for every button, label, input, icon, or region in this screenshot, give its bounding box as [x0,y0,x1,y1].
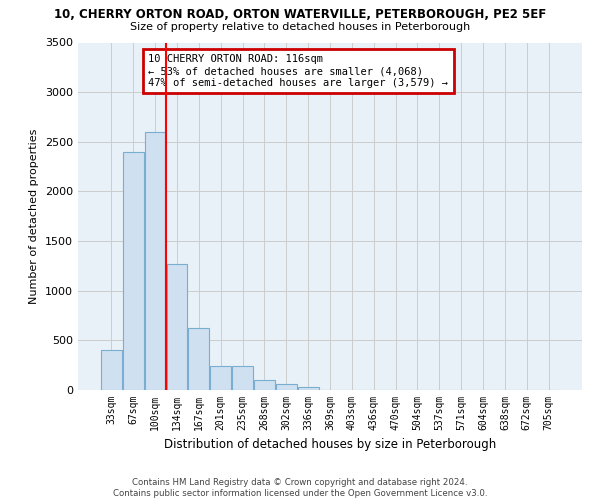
Bar [210,366,231,390]
Text: 10 CHERRY ORTON ROAD: 116sqm
← 53% of detached houses are smaller (4,068)
47% of: 10 CHERRY ORTON ROAD: 116sqm ← 53% of de… [148,54,448,88]
Text: Size of property relative to detached houses in Peterborough: Size of property relative to detached ho… [130,22,470,32]
Bar [254,380,275,390]
Text: 10, CHERRY ORTON ROAD, ORTON WATERVILLE, PETERBOROUGH, PE2 5EF: 10, CHERRY ORTON ROAD, ORTON WATERVILLE,… [54,8,546,20]
Bar [276,384,296,390]
X-axis label: Distribution of detached houses by size in Peterborough: Distribution of detached houses by size … [164,438,496,452]
Bar [232,366,253,390]
Bar [167,264,187,390]
Bar [145,132,166,390]
Bar [101,350,122,390]
Bar [298,387,319,390]
Bar [188,328,209,390]
Text: Contains HM Land Registry data © Crown copyright and database right 2024.
Contai: Contains HM Land Registry data © Crown c… [113,478,487,498]
Y-axis label: Number of detached properties: Number of detached properties [29,128,40,304]
Bar [123,152,143,390]
